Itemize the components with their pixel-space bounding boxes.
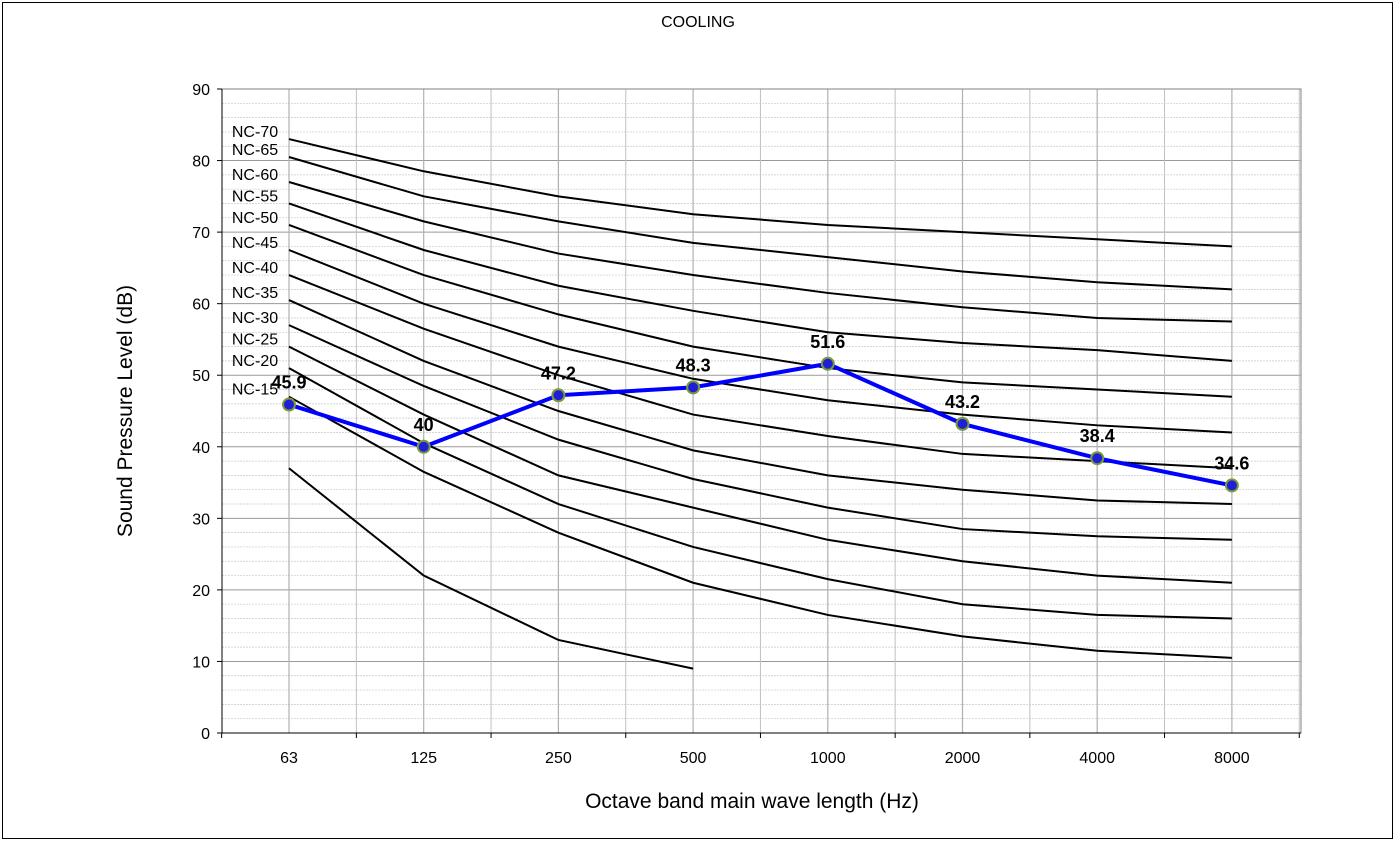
axes (217, 88, 1301, 738)
data-label: 38.4 (1080, 426, 1115, 446)
data-label: 40 (414, 415, 434, 435)
measured-point (551, 388, 566, 403)
x-axis-label: Octave band main wave length (Hz) (585, 790, 919, 813)
y-tick-label: 30 (192, 511, 210, 528)
data-label: 48.3 (676, 355, 711, 375)
x-tick-label: 500 (680, 750, 707, 767)
y-tick-label: 20 (192, 583, 210, 600)
nc-curve (288, 299, 1232, 506)
data-label: 34.6 (1214, 453, 1249, 473)
data-label: 47.2 (541, 363, 576, 383)
nc-curve (288, 224, 1232, 398)
nc-curve-label: NC-70 (232, 124, 278, 141)
nc-curve-label: NC-45 (232, 235, 278, 252)
nc-curves (288, 138, 1232, 670)
measured-point (282, 397, 296, 412)
measured-point (1224, 478, 1239, 493)
y-tick-label: 70 (192, 225, 210, 242)
y-tick-label: 0 (201, 726, 210, 743)
x-tick-label: 125 (410, 750, 437, 767)
y-tick-label: 90 (192, 82, 210, 99)
measured-point (686, 380, 701, 395)
nc-curve-label: NC-50 (232, 210, 278, 227)
nc-curve-label: NC-30 (232, 310, 278, 327)
y-tick-label: 40 (192, 440, 210, 457)
nc-curve-label: NC-65 (232, 142, 278, 159)
measured-point (416, 439, 431, 454)
x-tick-label: 4000 (1079, 750, 1115, 767)
x-tick-label: 1000 (810, 750, 846, 767)
nc-curve (288, 202, 1232, 362)
nc-curve (288, 324, 1232, 541)
nc-curve-label: NC-40 (232, 260, 278, 277)
measured-line (288, 361, 1233, 488)
nc-curve-label: NC-60 (232, 167, 278, 184)
nc-curve (288, 156, 1232, 291)
measured-point (820, 356, 835, 371)
nc-curve (288, 138, 1232, 248)
measured-point (1090, 451, 1105, 466)
nc-curve (288, 467, 694, 670)
nc-curve (288, 181, 1232, 323)
data-labels: 45.9 40 47.2 48.3 51.6 43.2 38.4 34.6 (271, 332, 1249, 474)
chart-title: COOLING (661, 14, 735, 31)
nc-curve-label: NC-20 (232, 353, 278, 370)
nc-curve (288, 345, 1232, 584)
data-label: 51.6 (810, 332, 845, 352)
y-tick-label: 80 (192, 154, 210, 171)
measured-point (955, 416, 970, 431)
nc-curve (288, 249, 1232, 434)
nc-curve (288, 395, 1232, 659)
nc-curve (288, 274, 1232, 470)
y-tick-label: 60 (192, 297, 210, 314)
nc-curve-label: NC-25 (232, 332, 278, 349)
x-tick-label: 2000 (945, 750, 981, 767)
x-tick-label: 8000 (1214, 750, 1250, 767)
nc-curve-label: NC-15 (232, 382, 278, 399)
x-tick-label: 63 (280, 750, 298, 767)
data-label: 43.2 (945, 392, 980, 412)
tick-labels: 0 10 20 30 40 50 60 70 80 90 63 125 250 500 1000 2000 40… (192, 82, 1250, 767)
nc-curve-label: NC-35 (232, 285, 278, 302)
nc-curve-label: NC-55 (232, 188, 278, 205)
nc-curve (288, 367, 1232, 620)
y-axis-label: Sound Pressure Level (dB) (114, 285, 137, 537)
data-label: 45.9 (271, 373, 306, 393)
measured-series (282, 356, 1239, 493)
y-tick-label: 10 (192, 654, 210, 671)
y-tick-label: 50 (192, 368, 210, 385)
x-tick-label: 250 (545, 750, 572, 767)
